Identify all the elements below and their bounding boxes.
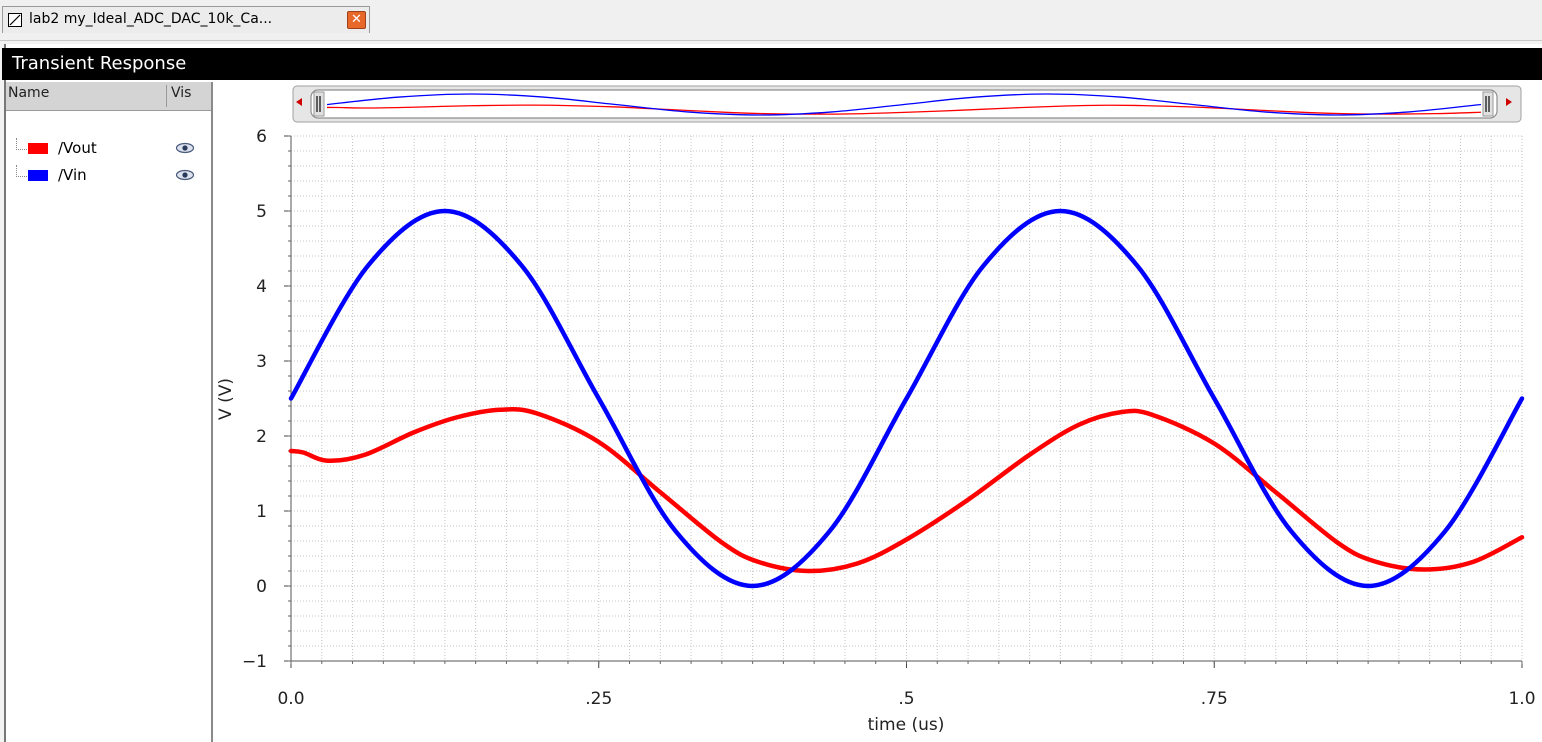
tab-title: lab2 my_Ideal_ADC_DAC_10k_Ca...: [29, 11, 273, 27]
y-axis-label: V (V): [216, 378, 236, 420]
x-tick-label: .5: [898, 689, 914, 709]
y-tick-label: 6: [256, 127, 267, 147]
column-header-name[interactable]: Name: [8, 85, 50, 101]
trace-row-vout[interactable]: /Vout: [6, 138, 211, 160]
eye-icon[interactable]: [175, 142, 195, 154]
column-header-vis[interactable]: Vis: [166, 85, 191, 107]
trace-label: /Vout: [58, 139, 97, 157]
trace-row-vin[interactable]: /Vin: [6, 165, 211, 187]
y-tick-label: 1: [256, 502, 267, 522]
y-tick-label: 5: [256, 202, 267, 222]
trace-color-swatch: [28, 143, 48, 154]
series-layer: [288, 208, 1525, 589]
y-tick-label: 0: [256, 577, 267, 597]
overview-series-vin: [326, 93, 1482, 116]
y-tick-label: 3: [256, 352, 267, 372]
subwindow-titlebar: Transient Response: [2, 48, 1542, 80]
scroll-right-arrow-icon[interactable]: [1506, 98, 1512, 106]
left-drag-handle[interactable]: [313, 91, 325, 117]
transient-chart[interactable]: 6 5 4 3 2 1 0 −1 0.0 .25 .5 .75 1.0 time (us) V (V): [215, 82, 1542, 742]
close-tab-button[interactable]: ✕: [347, 11, 366, 29]
tab-bar: lab2 my_Ideal_ADC_DAC_10k_Ca... ✕: [0, 0, 1542, 41]
scroll-left-arrow-icon[interactable]: [296, 98, 302, 106]
x-tick-label: 0.0: [277, 689, 304, 709]
plot-area: [215, 82, 1542, 742]
y-tick-label: 2: [256, 427, 267, 447]
trace-color-swatch: [28, 170, 48, 181]
trace-label: /Vin: [58, 166, 87, 184]
eye-icon[interactable]: [175, 169, 195, 181]
y-tick-label: −1: [242, 652, 267, 672]
overview-series-vout: [326, 104, 1482, 115]
trace-list-header: Name Vis: [6, 82, 211, 111]
trace-list-panel: Name Vis /Vout /Vin: [6, 82, 213, 742]
x-axis-label: time (us): [868, 715, 945, 735]
waveform-window-icon: [8, 13, 22, 27]
x-tick-label: 1.0: [1508, 689, 1535, 709]
axes: 6 5 4 3 2 1 0 −1 0.0 .25 .5 .75 1.0: [242, 127, 1536, 709]
series-line-vout: [288, 406, 1525, 574]
grid: [290, 135, 1523, 662]
subwindow-title: Transient Response: [12, 53, 187, 74]
y-tick-label: 4: [256, 277, 267, 297]
tree-connector: [16, 138, 27, 150]
x-tick-label: .75: [1201, 689, 1228, 709]
series-line-vin: [288, 208, 1525, 589]
x-tick-label: .25: [585, 689, 612, 709]
tab-plot-window[interactable]: lab2 my_Ideal_ADC_DAC_10k_Ca... ✕: [2, 6, 370, 33]
tree-connector: [16, 165, 27, 177]
overview-strip[interactable]: [292, 85, 1522, 123]
right-drag-handle[interactable]: [1482, 91, 1494, 117]
